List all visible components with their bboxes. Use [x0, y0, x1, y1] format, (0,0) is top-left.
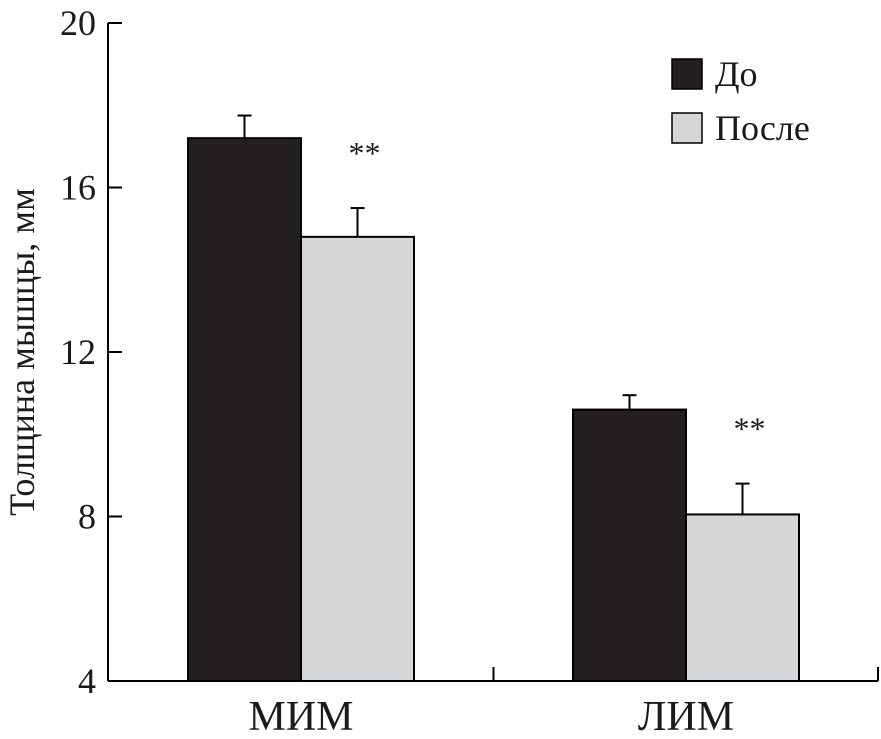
y-tick-label: 12 [60, 332, 96, 372]
x-category-label: МИМ [248, 694, 353, 739]
bar-before-0 [187, 137, 302, 682]
legend-label-after: После [715, 108, 810, 148]
bar-after-1 [685, 513, 800, 682]
legend: До После [671, 54, 810, 148]
plot-area: 4 8 12 16 20 МИМ ЛИМ ** ** [60, 3, 879, 739]
bar-before-1 [572, 408, 687, 682]
significance-marker: ** [734, 411, 766, 447]
y-tick-label: 20 [60, 3, 96, 43]
y-tick-label: 4 [78, 661, 96, 701]
legend-swatch-before [671, 58, 703, 90]
y-axis-label: Толщина мышцы, мм [2, 188, 42, 516]
x-category-label: ЛИМ [638, 694, 734, 739]
significance-marker: ** [349, 135, 381, 171]
y-tick-label: 8 [78, 497, 96, 537]
bar-after-0 [300, 235, 415, 682]
legend-swatch-after [671, 112, 703, 144]
legend-label-before: До [715, 54, 758, 94]
y-tick-label: 16 [60, 168, 96, 208]
